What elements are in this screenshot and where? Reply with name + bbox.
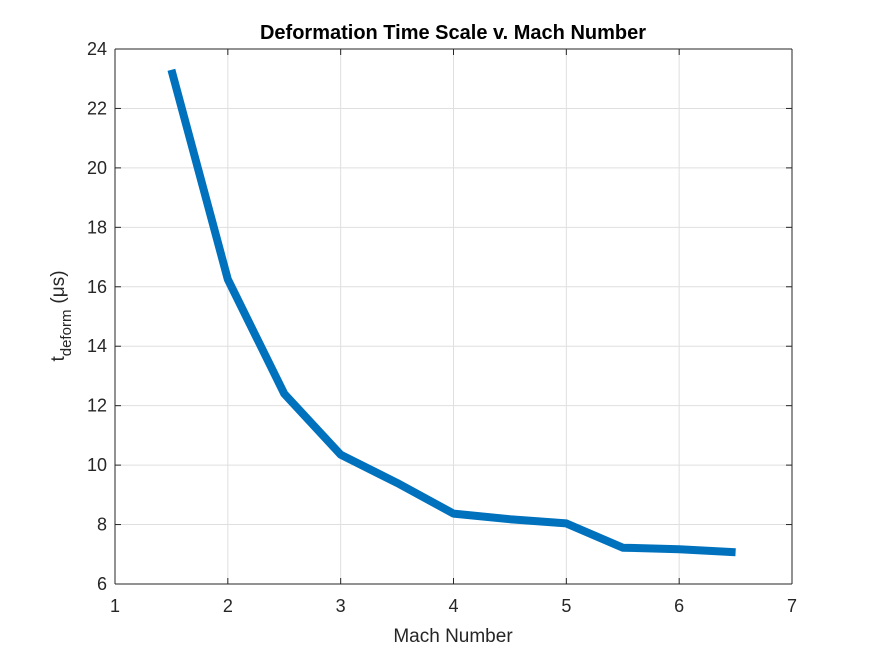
y-tick-label: 14 (87, 336, 107, 356)
x-axis-label: Mach Number (393, 626, 513, 647)
y-tick-label: 16 (87, 277, 107, 297)
y-axis-label: tdeform (μs) (48, 270, 75, 361)
y-tick-label: 6 (97, 574, 107, 594)
y-axis-label-main: t (48, 356, 69, 362)
y-tick-label: 22 (87, 98, 107, 118)
axes (114, 48, 793, 585)
series-line (167, 68, 736, 557)
x-tick-label: 3 (336, 596, 346, 616)
y-axis-label-subscript: deform (58, 310, 75, 357)
y-tick-label: 12 (87, 396, 107, 416)
y-tick-label: 18 (87, 217, 107, 237)
y-tick-label: 20 (87, 158, 107, 178)
x-tick-label: 7 (787, 596, 797, 616)
chart-title: Deformation Time Scale v. Mach Number (260, 22, 646, 44)
x-tick-label: 5 (561, 596, 571, 616)
y-tick-labels: 6 8 10 12 14 16 18 20 22 24 (87, 39, 107, 594)
x-tick-labels: 1 2 3 4 5 6 7 (110, 596, 797, 616)
x-tick-label: 4 (448, 596, 458, 616)
x-tick-label: 2 (223, 596, 233, 616)
y-tick-label: 8 (97, 515, 107, 535)
x-tick-label: 6 (674, 596, 684, 616)
x-tick-label: 1 (110, 596, 120, 616)
series-group (167, 68, 736, 557)
y-tick-label: 10 (87, 455, 107, 475)
y-axis-label-unit: (μs) (48, 270, 69, 303)
y-tick-label: 24 (87, 39, 107, 59)
